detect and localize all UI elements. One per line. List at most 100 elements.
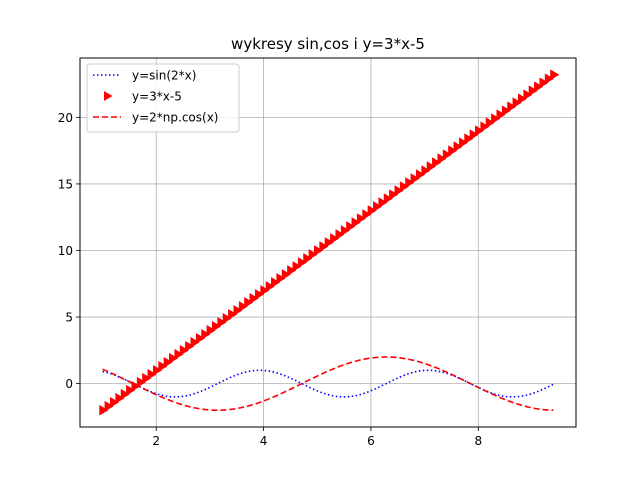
series-1-point-68 [464, 133, 474, 145]
legend: y=sin(2*x) y=3*x-5 y=2*np.cos(x) [86, 63, 240, 133]
series-1-point-28 [249, 293, 259, 304]
series-1-point-55 [394, 185, 404, 196]
series-1-point-41 [319, 241, 329, 252]
x-tick-label-1: 4 [260, 434, 268, 448]
series-1-point-67 [458, 137, 469, 149]
series-1-point-22 [217, 316, 227, 328]
series-1-point-66 [453, 141, 463, 153]
series-1-point-12 [163, 356, 173, 368]
series-1-point-11 [158, 360, 168, 372]
series-1-point-62 [432, 157, 442, 169]
series-1-point-17 [190, 336, 200, 348]
series-1-point-19 [201, 328, 211, 340]
series-1-point-69 [469, 129, 479, 141]
series-1-point-39 [308, 249, 318, 260]
series-line-2 [102, 356, 554, 412]
series-1-point-38 [303, 253, 313, 264]
y-tick-label-2: 10 [58, 244, 73, 258]
series-1-point-80 [528, 85, 538, 97]
series-1-point-26 [238, 301, 249, 312]
series-1-point-5 [126, 384, 136, 396]
series-1-point-76 [507, 101, 517, 113]
series-1-point-15 [179, 344, 190, 356]
series-1-point-50 [367, 205, 377, 216]
y-tick-label-4: 20 [58, 111, 73, 125]
series-1-point-42 [324, 237, 334, 248]
series-1-point-10 [152, 364, 163, 376]
y-tick-label-1: 5 [65, 311, 73, 325]
x-tick-label-0: 2 [152, 434, 160, 448]
series-1-point-84 [550, 69, 560, 81]
series-1-point-2 [110, 396, 120, 408]
series-1-point-83 [544, 73, 555, 85]
series-1-point-57 [405, 177, 415, 188]
series-1-point-13 [169, 352, 179, 364]
legend-label-1: y=3*x-5 [132, 90, 182, 104]
series-1-point-0 [99, 404, 109, 416]
series-1-point-72 [485, 117, 496, 129]
series-1-point-36 [292, 261, 302, 272]
legend-label-2: y=2*np.cos(x) [132, 111, 218, 125]
series-1-point-43 [330, 233, 340, 244]
plot-frame [79, 57, 577, 428]
series-1-point-14 [174, 348, 184, 360]
series-1-point-7 [136, 376, 147, 388]
series-1-point-33 [276, 273, 286, 284]
chart-title: wykresy sin,cos i y=3*x-5 [231, 35, 425, 53]
series-1-point-52 [378, 197, 388, 208]
series-line-0 [102, 369, 554, 398]
legend-box [86, 63, 240, 133]
series-1-point-48 [356, 213, 367, 224]
series-1-point-79 [523, 89, 533, 101]
legend-label-0: y=sin(2*x) [132, 69, 196, 83]
series-1-point-4 [120, 388, 131, 400]
series-1-point-24 [228, 308, 238, 320]
series-1-point-6 [131, 380, 141, 392]
series-1-point-49 [362, 209, 372, 220]
series-1-point-21 [211, 320, 222, 332]
series-1-point-40 [313, 245, 324, 256]
series-1-point-9 [147, 368, 157, 380]
series-1-point-1 [104, 400, 114, 412]
series-1-point-35 [287, 265, 297, 276]
series-1-point-3 [115, 392, 125, 404]
series-1-point-59 [415, 169, 426, 180]
series-1-point-18 [195, 332, 206, 344]
series-1-point-73 [491, 113, 501, 125]
series-1-point-32 [271, 277, 281, 288]
y-tick-label-0: 0 [65, 377, 73, 391]
series-1-point-34 [281, 269, 292, 280]
series-1-point-8 [142, 372, 152, 384]
legend-swatch-1 [103, 91, 113, 101]
series-layer [99, 69, 560, 416]
y-tick-label-3: 15 [58, 177, 73, 191]
series-1-point-64 [442, 149, 453, 161]
series-1-point-65 [448, 145, 458, 157]
series-1-point-54 [389, 189, 399, 200]
series-1-point-16 [185, 340, 195, 352]
series-1-point-82 [539, 77, 549, 89]
series-1-point-81 [534, 81, 544, 93]
series-1-point-56 [399, 181, 410, 192]
series-1-point-71 [480, 121, 490, 133]
series-1-point-25 [233, 305, 243, 316]
x-tick-label-3: 8 [474, 434, 482, 448]
series-1-point-45 [340, 225, 351, 236]
series-1-point-74 [496, 109, 506, 121]
series-1-point-30 [260, 285, 270, 296]
series-1-point-63 [437, 153, 447, 165]
series-1-point-47 [351, 217, 361, 228]
x-tick-label-2: 6 [367, 434, 375, 448]
series-1-point-29 [254, 289, 265, 300]
series-1-point-77 [512, 97, 522, 109]
series-1-point-31 [265, 281, 275, 292]
series-1-point-23 [222, 312, 233, 324]
series-1-point-58 [410, 173, 420, 184]
series-1-point-61 [426, 161, 436, 173]
series-1-point-60 [421, 165, 431, 177]
series-1-point-44 [335, 229, 345, 240]
series-1-point-70 [475, 125, 485, 137]
series-1-point-51 [373, 201, 383, 212]
series-1-point-78 [517, 93, 528, 105]
